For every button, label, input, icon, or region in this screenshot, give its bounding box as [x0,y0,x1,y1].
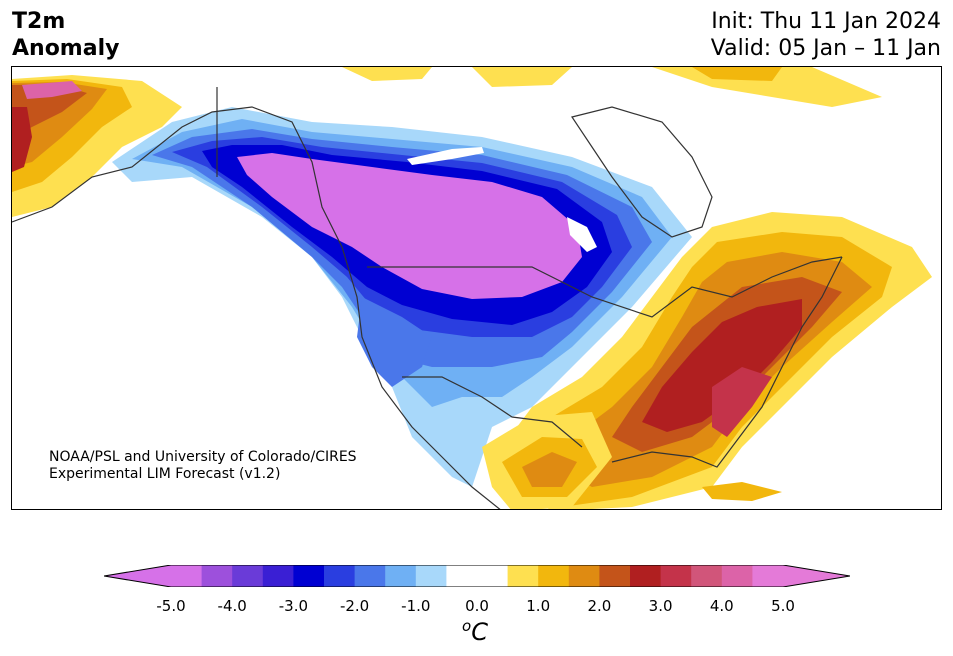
unit-degree-mark: o [462,617,472,635]
colorbar-tick-label: 3.0 [648,597,673,615]
coastline-pacific [12,106,501,509]
warm-anomaly-mexico-inner [522,452,577,487]
colorbar-cell [415,565,447,587]
colorbar-cell [354,565,386,587]
colorbar-unit: oC [462,617,488,646]
lake-2 [567,217,597,252]
anomaly-map [11,66,942,510]
colorbar-cell [293,565,325,587]
colorbar [104,565,850,587]
colorbar-tick-label: -2.0 [339,597,370,615]
colorbar-tick-label: -1.0 [401,597,431,615]
warm-anomaly-alaska-west [12,107,32,172]
colorbar-cell [660,565,692,587]
colorbar-cell [599,565,631,587]
warm-anomaly-east-core [642,299,802,432]
colorbar-ticks: -5.0 -4.0 -3.0 -2.0 -1.0 0.0 1.0 2.0 3.0 4.0 5.0 [0,597,953,617]
colorbar-tick-label: 5.0 [771,597,795,615]
warm-anomaly-east-peak [712,367,772,437]
credit-line1: NOAA/PSL and University of Colorado/CIRE… [49,449,357,465]
colorbar-cell [538,565,570,587]
colorbar-cell [262,565,294,587]
map-canvas [12,67,941,509]
warm-anomaly-arctic-1 [342,67,432,81]
colorbar-tick-label: 1.0 [526,597,551,615]
init-date: Init: Thu 11 Jan 2024 [711,9,941,34]
colorbar-cell [568,565,600,587]
colorbar-cell [385,565,417,587]
colorbar-tick-label: -4.0 [217,597,247,615]
colorbar-over-triangle [783,565,850,587]
map-title-line1: T2m [12,9,66,34]
hudson-bay-shore [571,106,713,238]
borders [12,87,843,509]
coastline-atlantic [611,256,843,468]
colorbar-cell [324,565,355,587]
colorbar-cell [232,565,264,587]
credit-line2: Experimental LIM Forecast (v1.2) [49,466,281,482]
lake-1 [407,147,484,165]
map-title-line2: Anomaly [12,36,120,61]
unit-label: C [471,618,488,646]
colorbar-cell [171,565,202,587]
credit-text: NOAA/PSL and University of Colorado/CIRE… [49,449,357,483]
colorbar-cell [201,565,233,587]
colorbar-under-triangle [104,565,171,587]
map-title: T2m Anomaly [12,8,119,62]
warm-anomaly-alaska-peak [22,81,82,99]
colorbar-cell [477,565,508,587]
colorbar-tick-label: 4.0 [709,597,734,615]
valid-range: Valid: 05 Jan – 11 Jan [710,36,941,61]
colorbar-cell [630,565,661,587]
colorbar-tick-label: 0.0 [465,597,489,615]
colorbar-cell [507,565,539,587]
colorbar-tick-label: -3.0 [278,597,309,615]
warm-anomaly-arctic-2 [472,67,572,87]
colorbar-tick-label: -5.0 [156,597,186,615]
forecast-dates: Init: Thu 11 Jan 2024 Valid: 05 Jan – 11… [711,8,941,62]
colorbar-tick-label: 2.0 [587,597,612,615]
colorbar-cell [752,565,784,587]
colorbar-cell [691,565,723,587]
colorbar-cell [721,565,753,587]
cold-anomaly-core [237,153,582,299]
border-us-mexico [402,376,583,448]
border-canada-us [367,256,843,318]
cold-anomaly-southwest [357,297,432,387]
colorbar-cells [171,565,784,587]
colorbar-cell [446,565,478,587]
warm-anomaly-arctic-4 [692,67,782,81]
warm-anomaly-caribbean [702,482,782,501]
